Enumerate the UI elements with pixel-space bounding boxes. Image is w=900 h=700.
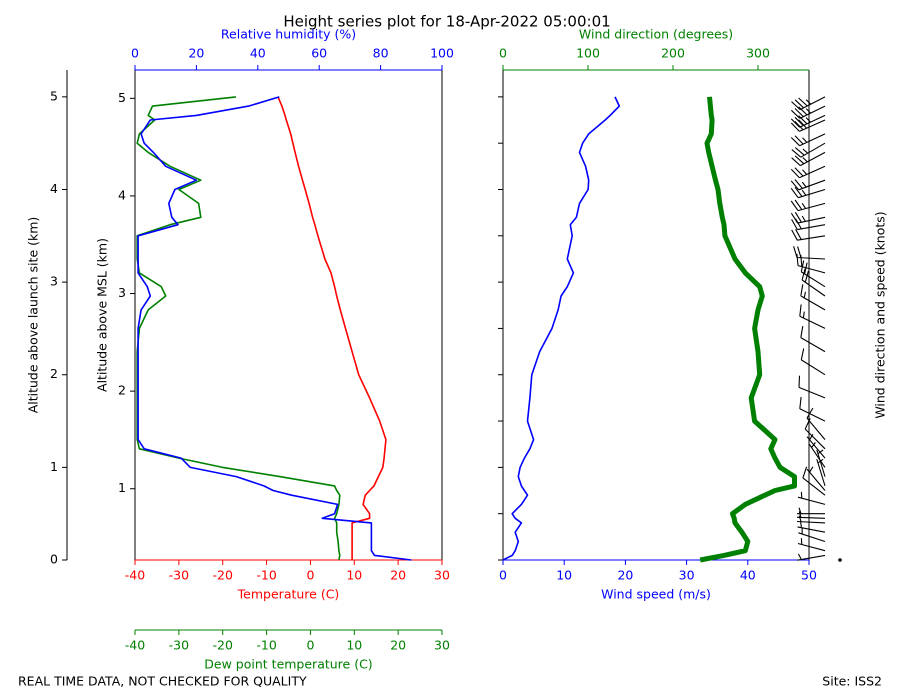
footer-note: REAL TIME DATA, NOT CHECKED FOR QUALITY [18, 674, 307, 689]
x2-tick-label: 10 [346, 638, 362, 653]
wind-barb [790, 212, 826, 224]
wind-barb [798, 527, 826, 543]
wind-barb [790, 119, 826, 132]
wind-barb [793, 246, 826, 260]
wind-barb [800, 284, 826, 311]
wind-barb [806, 434, 826, 459]
x-tick-label: 0 [499, 568, 507, 583]
x3-tick-label: 100 [430, 46, 454, 61]
wind-barb [806, 466, 826, 491]
wind-barb [838, 558, 842, 562]
barb-axis-label: Wind direction and speed (knots) [873, 211, 888, 418]
y2-tick-label: 3 [118, 285, 126, 300]
x3-tick-label: 200 [661, 46, 685, 61]
wind-barb [797, 507, 825, 515]
chart-title: Height series plot for 18-Apr-2022 05:00… [283, 13, 610, 31]
footer-site: Site: ISS2 [822, 674, 882, 689]
y-tick-label: 0 [50, 552, 58, 567]
x-tick-label: -30 [169, 568, 189, 583]
y2-tick-label: 2 [118, 383, 126, 398]
y-tick-label: 3 [50, 274, 58, 289]
wind-barb [791, 229, 826, 241]
y2-axis-label: Altitude above MSL (km) [95, 238, 110, 392]
wind-barb [791, 105, 826, 119]
series-line [136, 96, 341, 561]
y2-tick-label: 1 [118, 480, 126, 495]
x-tick-label: 20 [617, 568, 633, 583]
series-line [137, 96, 412, 561]
y-axis-label: Altitude above launch site (km) [26, 217, 41, 414]
x2-tick-label: -40 [125, 638, 145, 653]
y-tick-label: 1 [50, 459, 58, 474]
wind-barb [800, 348, 826, 376]
wind-barb [804, 418, 826, 450]
x-tick-label: 40 [740, 568, 756, 583]
x3-tick-label: 60 [311, 46, 327, 61]
y2-tick-label: 4 [118, 187, 126, 202]
x3-tick-label: 0 [499, 46, 507, 61]
wind-barb [790, 165, 826, 179]
wind-barb [797, 553, 826, 561]
series-line [699, 96, 797, 563]
x-tick-label: 50 [801, 568, 817, 583]
x-tick-label: 0 [306, 568, 314, 583]
series-line [277, 96, 387, 560]
wind-barb [791, 142, 826, 158]
wind-barb [800, 260, 826, 288]
x-tick-label: -40 [125, 568, 145, 583]
wind-barb [796, 515, 826, 524]
x3-tick-label: 100 [576, 46, 600, 61]
x2-tick-label: -30 [169, 638, 189, 653]
wind-barb [806, 407, 826, 440]
wind-barb [798, 375, 826, 399]
wind-barb [797, 521, 826, 533]
wind-barb [797, 538, 826, 552]
x-tick-label: -10 [256, 568, 276, 583]
x2-axis-label: Dew point temperature (C) [204, 657, 372, 672]
x2-tick-label: -20 [213, 638, 233, 653]
x-axis-label: Temperature (C) [237, 587, 340, 602]
wind-barb [816, 449, 826, 477]
x3-axis-label: Wind direction (degrees) [579, 27, 733, 42]
wind-barb [799, 397, 826, 422]
y-tick-label: 5 [50, 88, 58, 103]
x2-tick-label: 30 [434, 638, 450, 653]
wind-barb [790, 199, 826, 212]
wind-barb [802, 466, 826, 496]
x3-tick-label: 20 [188, 46, 204, 61]
x3-tick-label: 0 [131, 46, 139, 61]
wind-barb [790, 186, 826, 199]
y2-tick-label: 5 [118, 90, 126, 105]
x2-tick-label: -10 [256, 638, 276, 653]
x-tick-label: 30 [679, 568, 695, 583]
wind-barb [790, 114, 826, 128]
x3-tick-label: 80 [373, 46, 389, 61]
x2-tick-label: 0 [306, 638, 314, 653]
y-tick-label: 2 [50, 366, 58, 381]
x2-tick-label: 20 [390, 638, 406, 653]
wind-barb [791, 96, 826, 111]
x-tick-label: 20 [390, 568, 406, 583]
wind-barb [796, 511, 826, 519]
series-line [502, 96, 621, 561]
x-tick-label: 10 [556, 568, 572, 583]
wind-barb [790, 133, 826, 147]
wind-barb [801, 268, 826, 297]
wind-barb [797, 491, 826, 505]
x-tick-label: 10 [346, 568, 362, 583]
x3-axis-label: Relative humidity (%) [221, 27, 356, 42]
x-axis-label: Wind speed (m/s) [601, 587, 711, 602]
x3-tick-label: 40 [250, 46, 266, 61]
x-tick-label: -20 [213, 568, 233, 583]
x-tick-label: 30 [434, 568, 450, 583]
wind-barb [791, 151, 826, 167]
wind-barb [799, 304, 826, 329]
x3-tick-label: 300 [746, 46, 770, 61]
wind-barb [790, 179, 826, 191]
y-tick-label: 4 [50, 181, 58, 196]
wind-barb [800, 326, 826, 353]
